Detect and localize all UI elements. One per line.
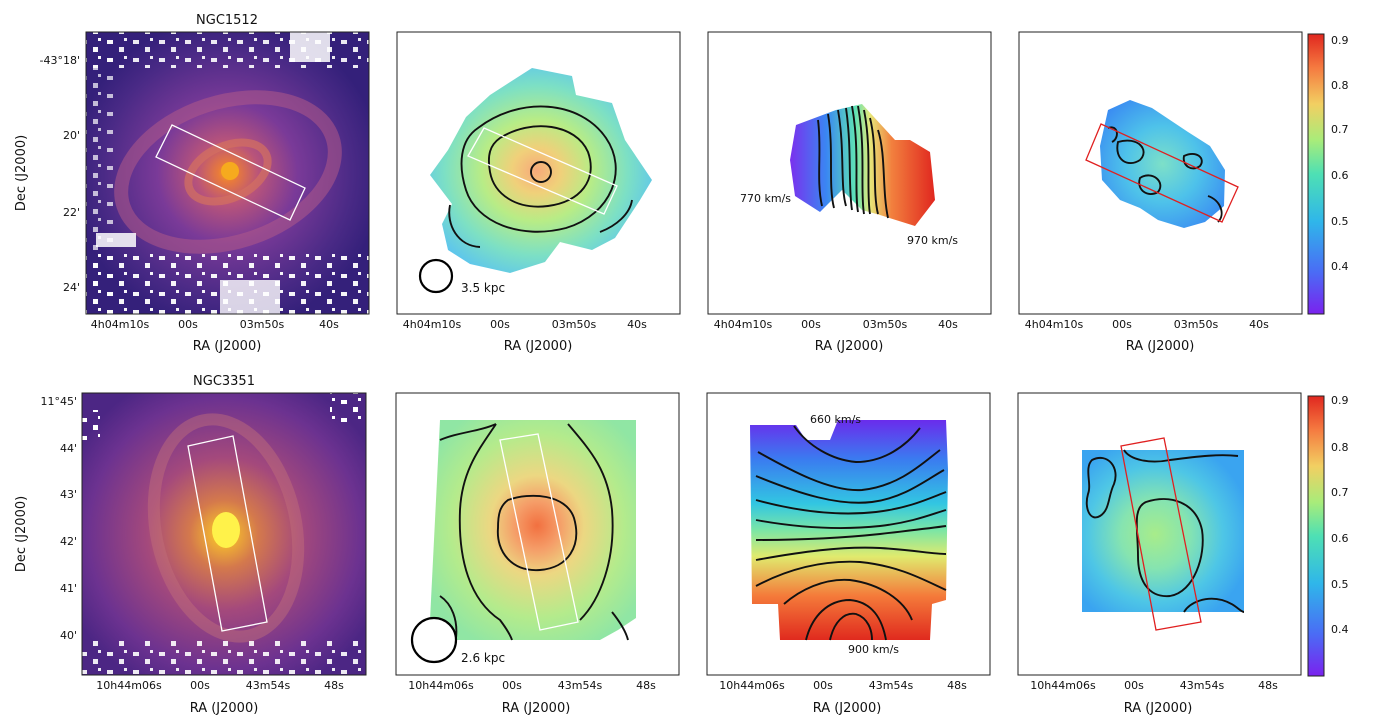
ra-tick-1-panel2-row1: 4h04m10s	[403, 318, 462, 331]
ra-tick-4-panel2-row2: 48s	[636, 679, 656, 692]
cbar-tick-05-row1: 0.5	[1331, 215, 1349, 228]
ra-tick-1-panel2-row2: 10h44m06s	[408, 679, 474, 692]
dec-tick-3-row1: 22'	[63, 206, 80, 219]
panel-ratio-ngc1512	[1018, 31, 1303, 315]
dec-tick-4-row2: 42'	[60, 535, 77, 548]
colorbar-ticks-row1: 0.9 0.8 0.7 0.6 0.5 0.4	[1331, 34, 1349, 273]
ra-axis-label-panel2-row1: RA (J2000)	[504, 339, 573, 354]
panel-optical-ngc1512	[85, 31, 370, 315]
cbar-tick-08-row1: 0.8	[1331, 79, 1349, 92]
ra-tick-3-panel2-row1: 03m50s	[552, 318, 597, 331]
ra-tick-2-panel4-row2: 00s	[1124, 679, 1144, 692]
dec-tick-4-row1: 24'	[63, 281, 80, 294]
ra-ticks-row2: 10h44m06s 00s 43m54s 48s 10h44m06s 00s 4…	[96, 679, 1278, 692]
panel-intensity-ngc3351	[395, 392, 680, 676]
beam-circle-ngc1512	[418, 258, 454, 294]
colorbar-row1	[1307, 33, 1325, 315]
cbar-tick-07-row2: 0.7	[1331, 486, 1349, 499]
panel-velocity-ngc1512	[707, 31, 992, 315]
dec-tick-5-row2: 41'	[60, 582, 77, 595]
slit-box-ratio-ngc1512	[1085, 123, 1239, 223]
ra-axis-label-panel3-row2: RA (J2000)	[813, 701, 882, 716]
ra-ticks-row1: 4h04m10s 00s 03m50s 40s 4h04m10s 00s 03m…	[91, 318, 1269, 331]
slit-box-optical-ngc3351	[187, 435, 268, 632]
dec-axis-label-row2: Dec (J2000)	[14, 496, 29, 572]
ra-tick-2-panel3-row1: 00s	[801, 318, 821, 331]
ra-tick-1-panel1-row2: 10h44m06s	[96, 679, 162, 692]
ra-tick-1-panel1-row1: 4h04m10s	[91, 318, 150, 331]
velocity-low-label-ngc3351: 660 km/s	[810, 413, 861, 426]
ra-axis-label-panel3-row1: RA (J2000)	[815, 339, 884, 354]
colorbar-row2	[1307, 395, 1325, 677]
cbar-tick-04-row2: 0.4	[1331, 623, 1349, 636]
cbar-tick-06-row2: 0.6	[1331, 532, 1349, 545]
cbar-tick-04-row1: 0.4	[1331, 260, 1349, 273]
galaxy-title-ngc1512: NGC1512	[196, 13, 258, 28]
ra-tick-3-panel4-row2: 43m54s	[1180, 679, 1225, 692]
ra-tick-1-panel3-row2: 10h44m06s	[719, 679, 785, 692]
dec-tick-6-row2: 40'	[60, 629, 77, 642]
dec-axis-label-row1: Dec (J2000)	[14, 135, 29, 211]
ra-tick-1-panel4-row1: 4h04m10s	[1025, 318, 1084, 331]
galaxy-title-ngc3351: NGC3351	[193, 374, 255, 389]
ra-tick-2-panel2-row2: 00s	[502, 679, 522, 692]
dec-tick-1-row1: -43°18'	[40, 54, 81, 67]
cbar-tick-06-row1: 0.6	[1331, 169, 1349, 182]
ra-axis-label-panel1-row1: RA (J2000)	[193, 339, 262, 354]
ra-tick-2-panel1-row2: 00s	[190, 679, 210, 692]
ra-tick-3-panel3-row1: 03m50s	[863, 318, 908, 331]
panel-optical-ngc3351	[81, 392, 367, 676]
ra-tick-3-panel4-row1: 03m50s	[1174, 318, 1219, 331]
velocity-low-label-ngc1512: 770 km/s	[740, 192, 791, 205]
beam-circle-ngc3351	[410, 616, 458, 664]
cbar-tick-05-row2: 0.5	[1331, 578, 1349, 591]
dec-ticks-row2: 11°45' 44' 43' 42' 41' 40'	[40, 395, 77, 642]
velocity-high-label-ngc3351: 900 km/s	[848, 643, 899, 656]
beam-label-ngc3351: 2.6 kpc	[461, 651, 505, 665]
ra-tick-3-panel2-row2: 43m54s	[558, 679, 603, 692]
ra-tick-4-panel3-row2: 48s	[947, 679, 967, 692]
ra-axis-label-panel4-row1: RA (J2000)	[1126, 339, 1195, 354]
ra-tick-4-panel4-row2: 48s	[1258, 679, 1278, 692]
cbar-tick-09-row1: 0.9	[1331, 34, 1349, 47]
slit-box-optical-ngc1512	[155, 124, 306, 221]
ra-axis-label-panel2-row2: RA (J2000)	[502, 701, 571, 716]
dec-tick-3-row2: 43'	[60, 488, 77, 501]
velocity-high-label-ngc1512: 970 km/s	[907, 234, 958, 247]
beam-label-ngc1512: 3.5 kpc	[461, 281, 505, 295]
cbar-tick-08-row2: 0.8	[1331, 441, 1349, 454]
slit-box-intensity-ngc3351	[499, 433, 579, 631]
slit-box-ratio-ngc3351	[1120, 437, 1202, 631]
ra-tick-2-panel2-row1: 00s	[490, 318, 510, 331]
ra-tick-4-panel2-row1: 40s	[627, 318, 647, 331]
ra-tick-2-panel4-row1: 00s	[1112, 318, 1132, 331]
ra-tick-1-panel3-row1: 4h04m10s	[714, 318, 773, 331]
ra-tick-3-panel1-row2: 43m54s	[246, 679, 291, 692]
dec-tick-2-row1: 20'	[63, 129, 80, 142]
ra-axis-label-panel4-row2: RA (J2000)	[1124, 701, 1193, 716]
dec-tick-1-row2: 11°45'	[40, 395, 77, 408]
ra-axis-label-panel1-row2: RA (J2000)	[190, 701, 259, 716]
cbar-tick-07-row1: 0.7	[1331, 123, 1349, 136]
slit-box-intensity-ngc1512	[467, 127, 618, 215]
dec-tick-2-row2: 44'	[60, 442, 77, 455]
colorbar-ticks-row2: 0.9 0.8 0.7 0.6 0.5 0.4	[1331, 394, 1349, 636]
panel-ratio-ngc3351	[1017, 392, 1302, 676]
ra-tick-4-panel3-row1: 40s	[938, 318, 958, 331]
ra-tick-4-panel1-row1: 40s	[319, 318, 339, 331]
panel-intensity-ngc1512	[396, 31, 681, 315]
ra-tick-3-panel1-row1: 03m50s	[240, 318, 285, 331]
cbar-tick-09-row2: 0.9	[1331, 394, 1349, 407]
ra-tick-1-panel4-row2: 10h44m06s	[1030, 679, 1096, 692]
ra-tick-2-panel1-row1: 00s	[178, 318, 198, 331]
ra-tick-2-panel3-row2: 00s	[813, 679, 833, 692]
ra-tick-3-panel3-row2: 43m54s	[869, 679, 914, 692]
ra-tick-4-panel4-row1: 40s	[1249, 318, 1269, 331]
ra-tick-4-panel1-row2: 48s	[324, 679, 344, 692]
panel-velocity-ngc3351	[706, 392, 991, 676]
